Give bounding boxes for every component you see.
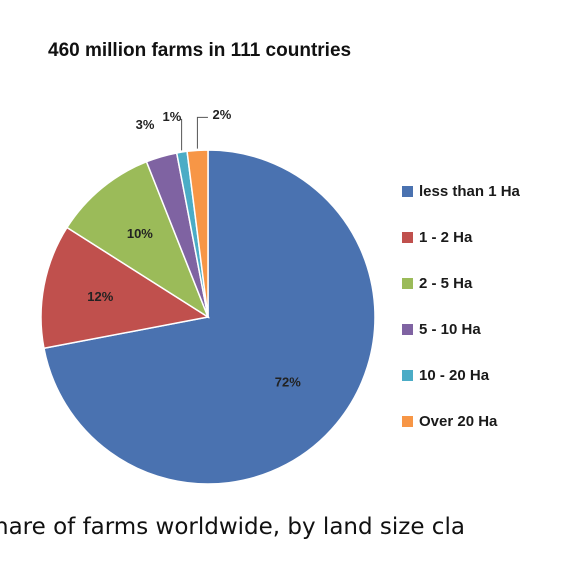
pie-slice-5: [186, 149, 209, 318]
legend-item-4: 10 - 20 Ha: [402, 364, 520, 387]
legend-swatch: [402, 416, 413, 427]
pie-slice-2: [65, 160, 210, 319]
legend-item-3: 5 - 10 Ha: [402, 318, 520, 341]
slice-label-4: 1%: [163, 109, 182, 124]
legend-label: less than 1 Ha: [419, 183, 520, 200]
leader-line-4: [179, 118, 183, 151]
slice-label-3: 3%: [136, 117, 155, 132]
legend-label: 1 - 2 Ha: [419, 229, 473, 246]
legend-label: 2 - 5 Ha: [419, 275, 473, 292]
legend-item-0: less than 1 Ha: [402, 180, 520, 203]
chart-title: 460 million farms in 111 countries: [48, 40, 352, 61]
legend-item-5: Over 20 Ha: [402, 410, 520, 433]
pie-slice-0: [43, 149, 376, 485]
legend-label: 10 - 20 Ha: [419, 367, 490, 384]
legend-swatch: [402, 278, 413, 289]
legend-item-2: 2 - 5 Ha: [402, 272, 520, 295]
figure-caption: hare of farms worldwide, by land size cl…: [0, 514, 465, 540]
slice-label-1: 12%: [87, 289, 113, 304]
legend-label: Over 20 Ha: [419, 413, 498, 430]
slice-label-5: 2%: [213, 107, 232, 122]
leader-line-5: [196, 116, 208, 149]
chart-legend: less than 1 Ha 1 - 2 Ha 2 - 5 Ha 5 - 10 Ha 1…: [402, 180, 520, 456]
legend-label: 5 - 10 Ha: [419, 321, 481, 338]
legend-swatch: [402, 186, 413, 197]
pie-slice-1: [40, 226, 211, 350]
slice-label-0: 72%: [275, 374, 301, 389]
slice-label-2: 10%: [127, 226, 153, 241]
legend-item-1: 1 - 2 Ha: [402, 226, 520, 249]
legend-swatch: [402, 232, 413, 243]
legend-swatch: [402, 324, 413, 335]
legend-swatch: [402, 370, 413, 381]
